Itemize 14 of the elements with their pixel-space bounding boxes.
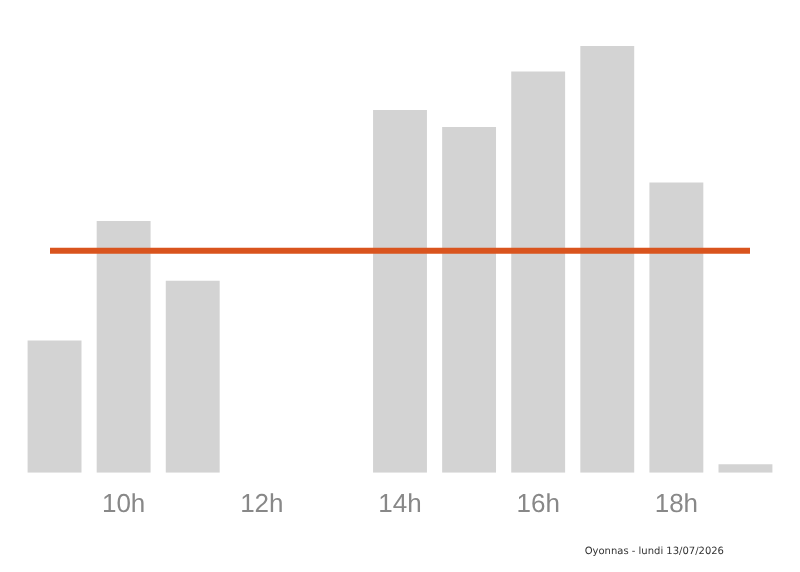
- bar: [373, 110, 427, 473]
- bar: [442, 127, 497, 473]
- bar: [96, 220, 151, 473]
- bar: [511, 71, 566, 473]
- bar: [27, 340, 82, 473]
- x-tick-label: 16h: [516, 487, 560, 518]
- bar: [580, 46, 635, 473]
- x-tick-label: 14h: [378, 487, 422, 518]
- x-tick-label: 10h: [101, 487, 146, 518]
- bar: [649, 182, 704, 473]
- bar: [718, 464, 773, 473]
- x-tick-label: 18h: [654, 487, 699, 518]
- bar: [165, 280, 220, 473]
- x-tick-label: 12h: [240, 487, 284, 518]
